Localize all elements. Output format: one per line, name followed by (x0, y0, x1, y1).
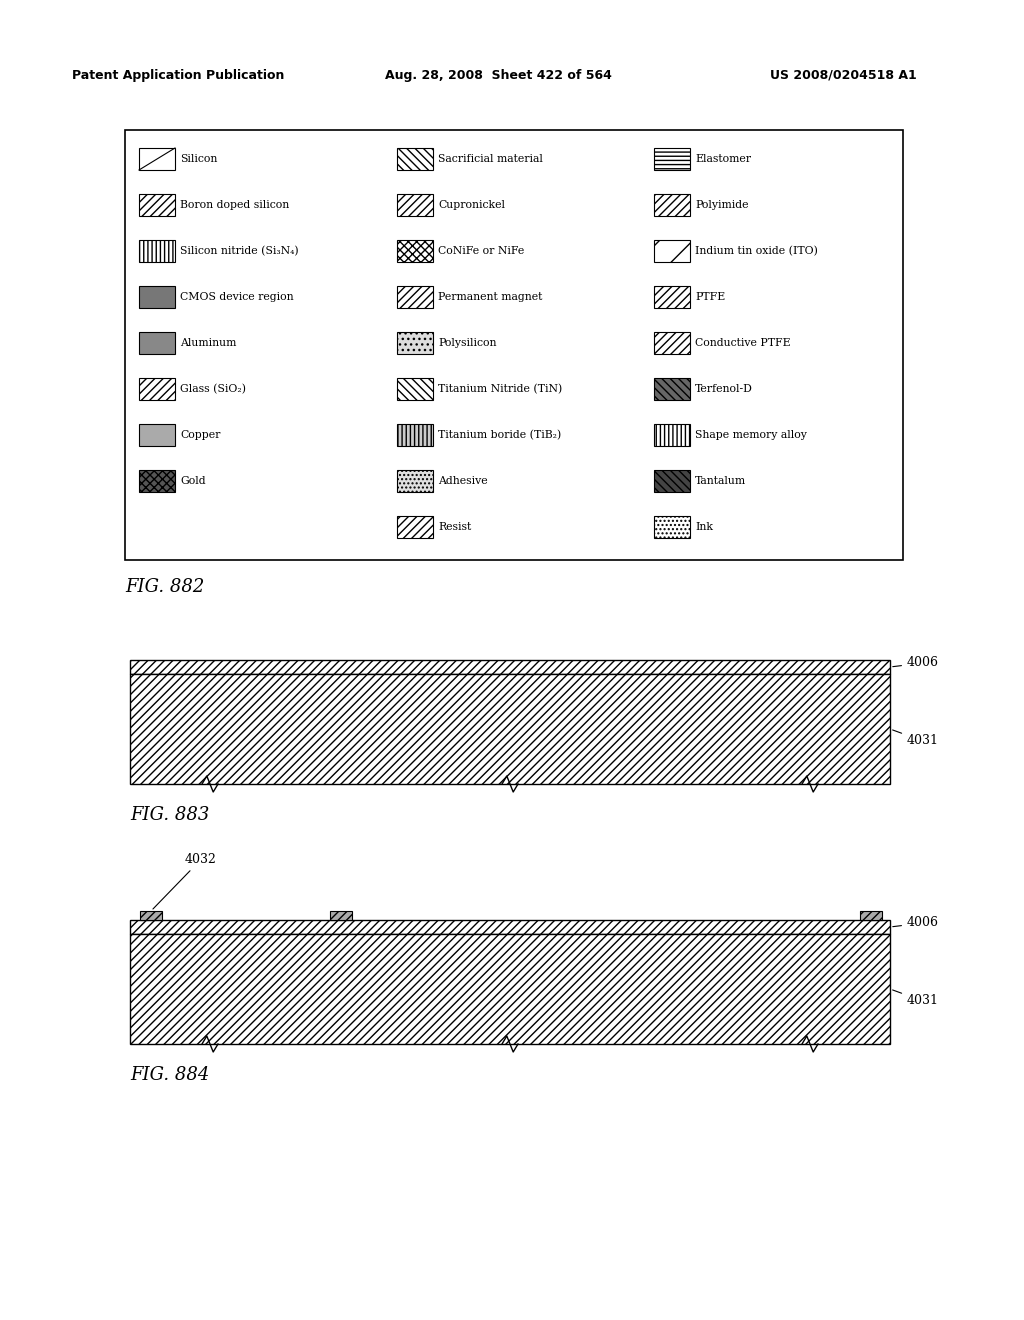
Text: Silicon: Silicon (180, 154, 217, 164)
Bar (125, 129, 903, 560)
Text: Indium tin oxide (ITO): Indium tin oxide (ITO) (695, 246, 818, 256)
Bar (140, 911, 162, 920)
Text: FIG. 882: FIG. 882 (125, 578, 205, 597)
Text: 4031: 4031 (893, 990, 939, 1007)
Text: FIG. 883: FIG. 883 (130, 807, 209, 824)
Text: Boron doped silicon: Boron doped silicon (180, 201, 289, 210)
Bar (654, 378, 690, 400)
Bar (397, 333, 433, 354)
Bar (139, 333, 175, 354)
Text: Permanent magnet: Permanent magnet (438, 292, 543, 302)
Bar (130, 935, 890, 1044)
Bar (397, 148, 433, 170)
Text: Titanium Nitride (TiN): Titanium Nitride (TiN) (438, 384, 562, 395)
Bar (654, 470, 690, 492)
Bar (397, 424, 433, 446)
Bar (397, 516, 433, 539)
Text: 4006: 4006 (893, 916, 939, 929)
Text: Aug. 28, 2008  Sheet 422 of 564: Aug. 28, 2008 Sheet 422 of 564 (385, 69, 612, 82)
Text: FIG. 884: FIG. 884 (130, 1067, 209, 1084)
Text: Cupronickel: Cupronickel (438, 201, 505, 210)
Bar (130, 660, 890, 675)
Text: Ink: Ink (695, 521, 713, 532)
Text: Terfenol-D: Terfenol-D (695, 384, 753, 393)
Bar (139, 378, 175, 400)
Bar (397, 378, 433, 400)
Text: Copper: Copper (180, 430, 220, 440)
Bar (654, 424, 690, 446)
Bar (397, 240, 433, 261)
Bar (654, 516, 690, 539)
Bar (330, 911, 352, 920)
Bar (397, 470, 433, 492)
Text: PTFE: PTFE (695, 292, 725, 302)
Text: 4031: 4031 (893, 730, 939, 747)
Text: Patent Application Publication: Patent Application Publication (72, 69, 285, 82)
Bar (139, 148, 175, 170)
Bar (139, 470, 175, 492)
Bar (139, 240, 175, 261)
Text: Conductive PTFE: Conductive PTFE (695, 338, 791, 348)
Bar (139, 286, 175, 308)
Bar (654, 240, 690, 261)
Text: CoNiFe or NiFe: CoNiFe or NiFe (438, 246, 524, 256)
Bar (130, 675, 890, 784)
Text: 4006: 4006 (893, 656, 939, 669)
Bar (130, 920, 890, 935)
Text: Adhesive: Adhesive (438, 477, 487, 486)
Bar (654, 194, 690, 216)
Bar (654, 333, 690, 354)
Bar (139, 424, 175, 446)
Text: Titanium boride (TiB₂): Titanium boride (TiB₂) (438, 430, 561, 440)
Bar (654, 148, 690, 170)
Bar (397, 286, 433, 308)
Text: Polyimide: Polyimide (695, 201, 749, 210)
Text: Shape memory alloy: Shape memory alloy (695, 430, 807, 440)
Text: CMOS device region: CMOS device region (180, 292, 294, 302)
Text: Resist: Resist (438, 521, 471, 532)
Text: Polysilicon: Polysilicon (438, 338, 497, 348)
Text: Sacrificial material: Sacrificial material (438, 154, 543, 164)
Text: Gold: Gold (180, 477, 206, 486)
Text: US 2008/0204518 A1: US 2008/0204518 A1 (770, 69, 916, 82)
Bar (397, 194, 433, 216)
Text: Elastomer: Elastomer (695, 154, 751, 164)
Bar (654, 286, 690, 308)
Text: Glass (SiO₂): Glass (SiO₂) (180, 384, 246, 395)
Text: Aluminum: Aluminum (180, 338, 237, 348)
Text: Tantalum: Tantalum (695, 477, 746, 486)
Bar (860, 911, 882, 920)
Text: Silicon nitride (Si₃N₄): Silicon nitride (Si₃N₄) (180, 246, 299, 256)
Bar (139, 194, 175, 216)
Text: 4032: 4032 (153, 853, 217, 909)
